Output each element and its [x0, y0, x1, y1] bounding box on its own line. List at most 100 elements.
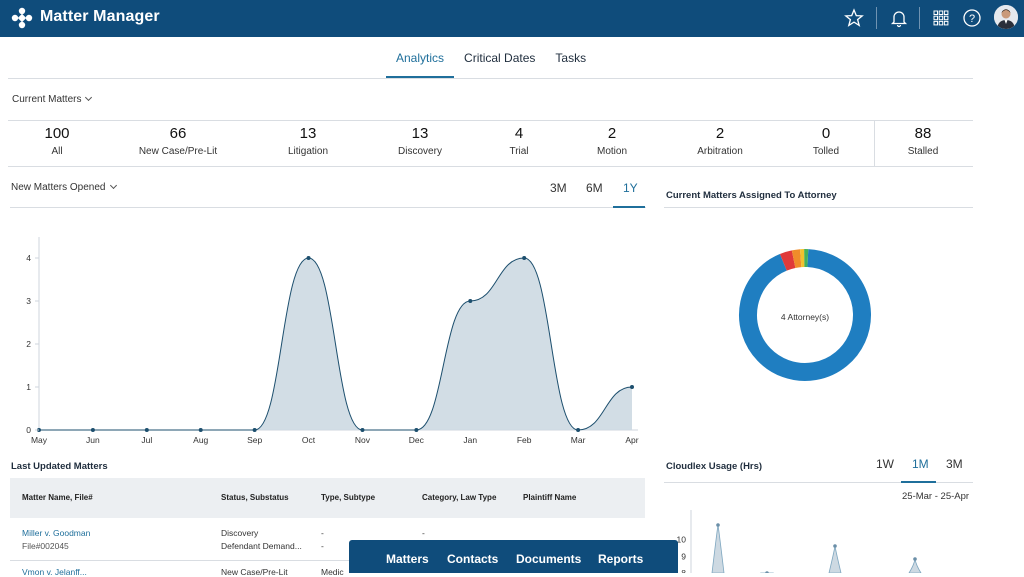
range-6m-button[interactable]: 6M	[586, 181, 603, 195]
matters-table-header: Matter Name, File# Status, Substatus Typ…	[10, 478, 645, 518]
stat-label: Stalled	[863, 146, 983, 157]
range-1y-button[interactable]: 1Y	[623, 181, 638, 195]
x-tick-label: Aug	[193, 435, 208, 445]
data-point[interactable]	[360, 428, 364, 432]
stat-value: 2	[552, 125, 672, 142]
col-category[interactable]: Category, Law Type	[422, 493, 496, 502]
apps-grid-icon[interactable]	[930, 7, 952, 29]
x-tick-label: Mar	[571, 435, 586, 445]
data-point[interactable]	[833, 544, 837, 548]
usage-peak	[909, 559, 921, 573]
y-tick-label: 8	[681, 568, 686, 573]
stat-stalled[interactable]: 88 Stalled	[863, 125, 983, 157]
tab-bar: Analytics Critical Dates Tasks	[386, 38, 596, 78]
bottom-nav: Matters Contacts Documents Reports	[349, 540, 678, 573]
data-point[interactable]	[522, 256, 526, 260]
stat-label: Motion	[552, 146, 672, 157]
donut-slice[interactable]	[794, 258, 801, 259]
stat-value: 88	[863, 125, 983, 142]
nav-documents[interactable]: Documents	[516, 552, 581, 566]
app-title: Matter Manager	[40, 8, 160, 26]
data-point[interactable]	[414, 428, 418, 432]
matter-substatus: Defendant Demand...	[221, 541, 302, 551]
col-plaintiff[interactable]: Plaintiff Name	[523, 493, 576, 502]
x-tick-label: Jul	[141, 435, 152, 445]
matter-status: Discovery	[221, 528, 258, 538]
stat-label: New Case/Pre-Lit	[118, 146, 238, 157]
usage-peak	[712, 525, 724, 573]
nav-contacts[interactable]: Contacts	[447, 552, 498, 566]
tab-critical-dates[interactable]: Critical Dates	[454, 38, 545, 78]
y-tick-label: 4	[26, 253, 31, 263]
matter-category: -	[422, 528, 425, 538]
usage-peak	[829, 546, 841, 573]
top-bar: Matter Manager ?	[0, 0, 1024, 37]
nav-matters[interactable]: Matters	[386, 552, 429, 566]
usage-range-1w-button[interactable]: 1W	[876, 457, 894, 471]
y-tick-label: 3	[26, 296, 31, 306]
new-matters-dropdown[interactable]: New Matters Opened	[11, 182, 116, 193]
x-tick-label: Apr	[625, 435, 638, 445]
tab-tasks[interactable]: Tasks	[545, 38, 596, 78]
data-point[interactable]	[145, 428, 149, 432]
data-point[interactable]	[913, 557, 917, 561]
usage-range-3m-button[interactable]: 3M	[946, 457, 963, 471]
data-point[interactable]	[630, 385, 634, 389]
app-logo-icon[interactable]	[10, 6, 34, 30]
x-tick-label: Jun	[86, 435, 100, 445]
x-tick-label: May	[31, 435, 48, 445]
usage-panel-title: Cloudlex Usage (Hrs)	[666, 461, 762, 472]
y-tick-label: 1	[26, 382, 31, 392]
star-icon[interactable]	[843, 7, 865, 29]
usage-range-1m-button[interactable]: 1M	[912, 457, 929, 471]
x-tick-label: Oct	[302, 435, 316, 445]
data-point[interactable]	[91, 428, 95, 432]
stat-value: 100	[0, 125, 117, 142]
svg-text:?: ?	[969, 13, 975, 25]
bell-icon[interactable]	[888, 7, 910, 29]
col-matter-name[interactable]: Matter Name, File#	[22, 493, 93, 502]
matter-file-number: File#002045	[22, 541, 69, 551]
help-icon[interactable]: ?	[961, 7, 983, 29]
matter-name-link[interactable]: Miller v. Goodman	[22, 528, 90, 538]
matter-name-link[interactable]: Vmon v. Jelanff...	[22, 567, 87, 577]
stat-motion[interactable]: 2 Motion	[552, 125, 672, 157]
matter-status: New Case/Pre-Lit	[221, 567, 288, 577]
x-tick-label: Dec	[409, 435, 425, 445]
nav-reports[interactable]: Reports	[598, 552, 643, 566]
data-point[interactable]	[199, 428, 203, 432]
stat-new-case[interactable]: 66 New Case/Pre-Lit	[118, 125, 238, 157]
stat-value: 66	[118, 125, 238, 142]
x-tick-label: Feb	[517, 435, 532, 445]
usage-date-range: 25-Mar - 25-Apr	[902, 491, 969, 502]
tab-analytics[interactable]: Analytics	[386, 38, 454, 78]
data-point[interactable]	[253, 428, 257, 432]
range-3m-button[interactable]: 3M	[550, 181, 567, 195]
y-tick-label: 9	[681, 551, 686, 561]
chevron-down-icon	[85, 94, 92, 101]
data-point[interactable]	[576, 428, 580, 432]
data-point[interactable]	[468, 299, 472, 303]
data-point[interactable]	[307, 256, 311, 260]
chevron-down-icon	[109, 182, 116, 189]
y-tick-label: 2	[26, 339, 31, 349]
attorney-panel-title: Current Matters Assigned To Attorney	[666, 190, 837, 201]
stat-value: 2	[660, 125, 780, 142]
matter-type: -	[321, 528, 324, 538]
x-tick-label: Nov	[355, 435, 371, 445]
last-updated-title: Last Updated Matters	[11, 461, 108, 472]
col-type[interactable]: Type, Subtype	[321, 493, 375, 502]
x-tick-label: Jan	[463, 435, 477, 445]
matter-subtype: -	[321, 541, 324, 551]
current-matters-dropdown[interactable]: Current Matters	[12, 94, 91, 105]
user-avatar[interactable]	[994, 5, 1018, 29]
data-point[interactable]	[716, 523, 720, 527]
matter-type: Medic	[321, 567, 344, 577]
col-status[interactable]: Status, Substatus	[221, 493, 289, 502]
donut-slice[interactable]	[783, 259, 793, 262]
